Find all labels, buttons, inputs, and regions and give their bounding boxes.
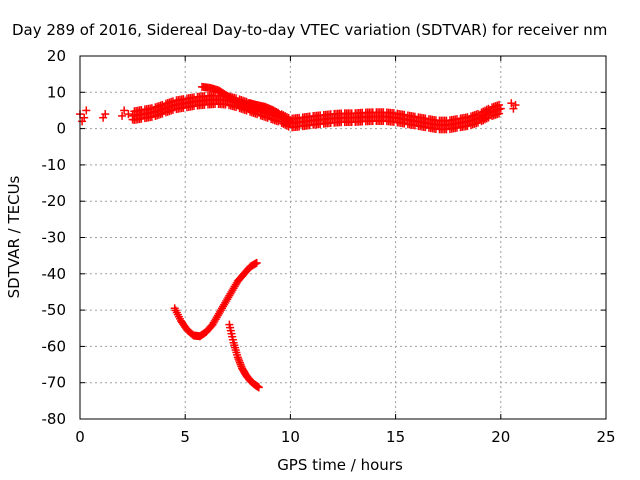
x-tick-label: 0: [75, 428, 85, 446]
y-tick-label: -80: [42, 410, 67, 428]
data-point: [168, 97, 177, 106]
data-point: [120, 106, 129, 115]
plot-frame: [79, 55, 607, 420]
data-point: [495, 109, 504, 118]
chart-title: Day 289 of 2016, Sidereal Day-to-day VTE…: [12, 21, 607, 39]
data-point: [254, 383, 263, 392]
data-point: [101, 110, 110, 119]
data-point: [80, 113, 89, 122]
data-point: [252, 258, 261, 267]
y-axis-label: SDTVAR / TECUs: [5, 175, 23, 298]
y-tick-label: -70: [42, 374, 67, 392]
data-point: [496, 104, 505, 113]
y-tick-label: 20: [47, 47, 66, 65]
y-tick-label: -60: [42, 337, 67, 355]
y-tick-label: -20: [42, 192, 67, 210]
y-tick-label: -40: [42, 265, 67, 283]
series-early-points: [76, 106, 137, 126]
x-tick-label: 15: [386, 428, 405, 446]
series-lower-arc: [170, 258, 261, 341]
data-point: [158, 109, 167, 118]
data-point: [511, 101, 520, 110]
data-point: [147, 104, 156, 113]
data-point: [482, 114, 491, 123]
x-axis-label: GPS time / hours: [277, 456, 403, 474]
x-tick-label: 10: [281, 428, 300, 446]
data-point: [484, 113, 493, 122]
y-tick-label: -50: [42, 301, 67, 319]
series-right-segment: [244, 99, 295, 126]
x-tick-label: 20: [491, 428, 510, 446]
axis-ticks: 0 5 10 15 20 25 20 10 0 -10 -20 -30 -40 -50 -60 -70 -80: [42, 47, 616, 446]
data-point: [495, 100, 504, 109]
data-point: [128, 115, 137, 124]
data-point: [286, 117, 295, 126]
data-point: [147, 112, 156, 121]
y-tick-label: -30: [42, 229, 67, 247]
data-point: [118, 111, 127, 120]
data-point: [507, 99, 516, 108]
data-point: [284, 116, 293, 125]
data-marks: [76, 82, 520, 392]
x-tick-label: 5: [180, 428, 190, 446]
data-point: [474, 118, 483, 127]
y-tick-label: 0: [56, 120, 66, 138]
data-point: [168, 105, 177, 114]
data-point: [82, 106, 91, 115]
y-tick-label: -10: [42, 156, 67, 174]
data-point: [479, 116, 488, 125]
data-point: [124, 110, 133, 119]
y-tick-label: 10: [47, 83, 66, 101]
series-late-points: [507, 99, 520, 113]
data-point: [477, 117, 486, 126]
data-point: [463, 113, 472, 122]
series-lower-descending: [225, 320, 263, 392]
x-tick-label: 25: [596, 428, 615, 446]
data-point: [481, 115, 490, 124]
data-point: [463, 121, 472, 130]
